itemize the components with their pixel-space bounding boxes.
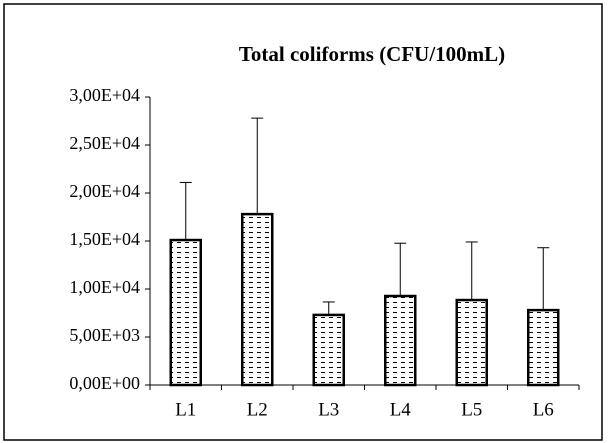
bar — [455, 298, 488, 387]
x-tick-label: L2 — [247, 399, 268, 420]
chart-title: Total coliforms (CFU/100mL) — [239, 42, 505, 66]
y-tick-label: 1,50E+04 — [69, 229, 140, 249]
y-tick-label: 5,00E+03 — [69, 325, 140, 345]
y-tick-label: 2,50E+04 — [69, 133, 140, 153]
y-tick-label: 1,00E+04 — [69, 277, 140, 297]
bar — [384, 294, 417, 387]
y-tick-label: 2,00E+04 — [69, 181, 140, 201]
frame — [3, 3, 603, 441]
x-tick-label: L4 — [390, 399, 412, 420]
x-tick-label: L1 — [175, 399, 196, 420]
y-tick-label: 3,00E+04 — [69, 85, 140, 105]
bar — [312, 313, 345, 387]
bar — [241, 212, 274, 387]
bar — [527, 308, 560, 387]
x-tick-label: L6 — [533, 399, 554, 420]
y-tick-label: 0,00E+00 — [69, 373, 140, 393]
x-tick-label: L3 — [318, 399, 339, 420]
bar — [169, 238, 202, 387]
x-tick-label: L5 — [461, 399, 482, 420]
